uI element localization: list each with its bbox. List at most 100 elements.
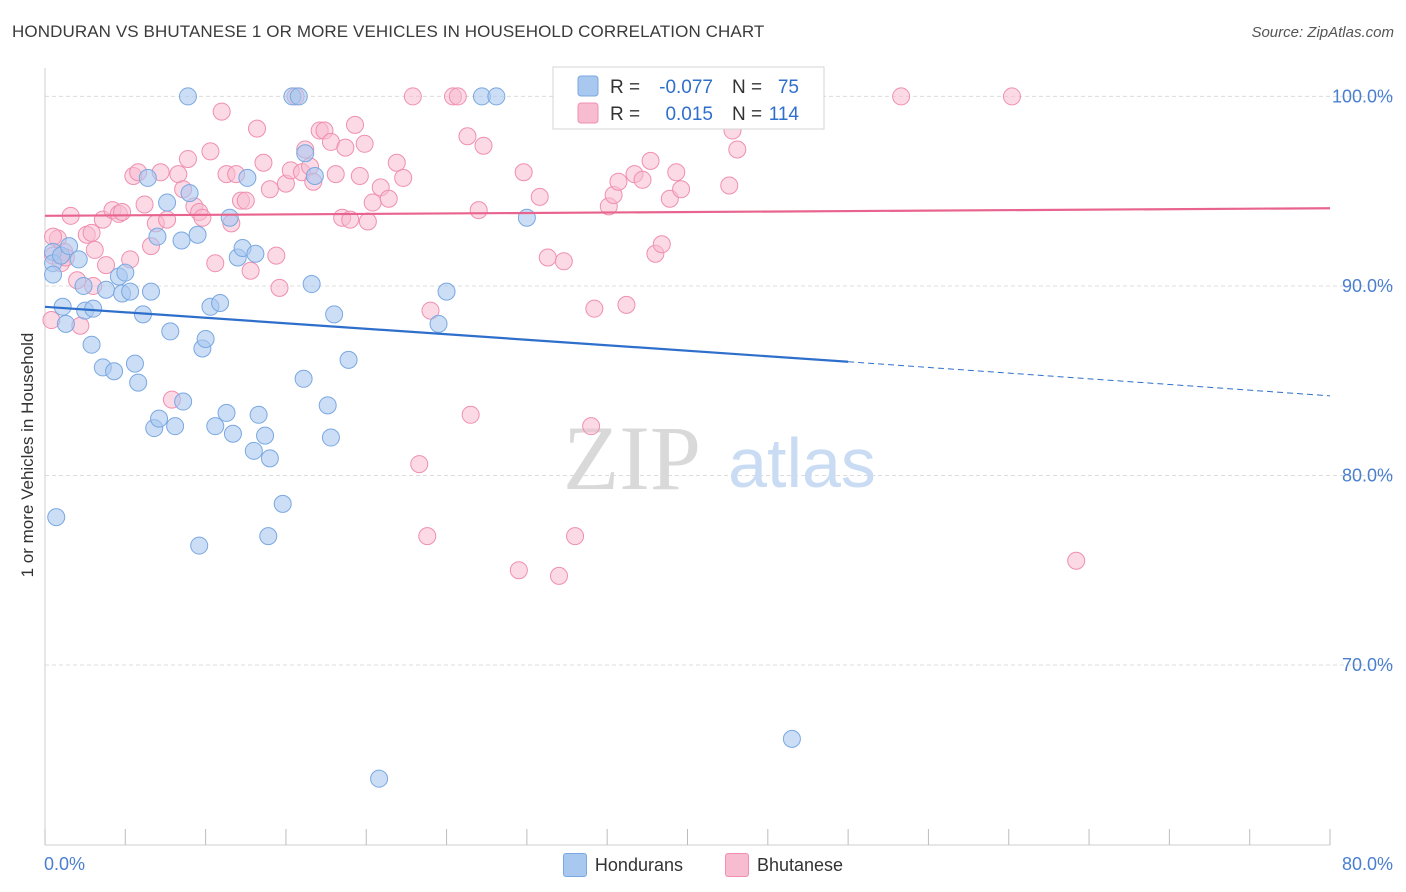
bhutanese-point — [667, 163, 686, 182]
honduran-point — [158, 193, 177, 212]
y-axis-label: 1 or more Vehicles in Household — [18, 332, 37, 578]
bhutanese-point — [672, 180, 691, 199]
bhutanese-point — [550, 566, 568, 585]
bhutanese-point — [530, 187, 549, 206]
bhutanese-point — [248, 119, 267, 138]
bhutanese-point — [336, 138, 355, 157]
bhutanese-point — [254, 153, 273, 172]
bhutanese-point — [728, 140, 747, 159]
honduran-point — [370, 769, 389, 788]
honduran-point — [220, 208, 239, 227]
chart-title: HONDURAN VS BHUTANESE 1 OR MORE VEHICLES… — [12, 22, 765, 41]
legend-n-value-2: 114 — [769, 104, 800, 125]
bhutanese-point — [582, 417, 601, 436]
bhutanese-point — [617, 295, 636, 314]
bhutanese-point — [421, 301, 440, 320]
honduran-point — [223, 424, 242, 443]
bhutanese-point — [341, 210, 360, 229]
honduran-point — [161, 322, 180, 341]
legend-label-bhutanese: Bhutanese — [756, 854, 844, 875]
y-tick-label: 70.0% — [1342, 655, 1393, 675]
honduran-point — [294, 369, 313, 388]
bhutanese-point — [1002, 87, 1021, 106]
stats-legend: R = -0.077 N = 75 R = 0.015 N = 114 — [552, 66, 825, 130]
bhutanese-point — [260, 180, 279, 199]
bhutanese-point — [474, 136, 493, 155]
bhutanese-point — [326, 165, 345, 184]
honduran-point — [180, 184, 199, 203]
honduran-point — [129, 373, 148, 392]
legend-r-value-2: 0.015 — [665, 104, 713, 125]
honduran-point — [259, 527, 278, 546]
bhutanese-point — [135, 195, 154, 214]
honduran-point — [116, 263, 135, 282]
honduran-point — [44, 265, 63, 284]
honduran-point — [56, 314, 75, 333]
honduran-point — [121, 282, 140, 301]
bhutanese-point — [403, 87, 422, 106]
bhutanese-point — [609, 172, 628, 191]
bhutanese-point — [201, 142, 220, 161]
honduran-point — [74, 276, 93, 295]
bhutanese-point — [158, 210, 177, 229]
bhutanese-point — [554, 252, 573, 271]
legend-n-label-1: N = — [732, 77, 762, 98]
bhutanese-point — [509, 561, 528, 580]
bhutanese-point — [720, 176, 739, 195]
bhutanese-point — [85, 240, 104, 259]
bhutanese-point — [178, 149, 197, 168]
bhutanese-point — [394, 168, 413, 187]
honduran-point — [325, 305, 344, 324]
legend-r-label-2: R = — [610, 104, 640, 125]
honduran-point — [105, 362, 124, 381]
honduran-point — [60, 237, 79, 256]
bhutanese-point — [379, 189, 398, 208]
honduran-point — [256, 426, 275, 445]
bhutanese-point — [585, 299, 604, 318]
legend-r-value-1: -0.077 — [659, 77, 713, 98]
honduran-point — [138, 168, 157, 187]
honduran-point — [244, 441, 263, 460]
honduran-point — [305, 167, 324, 186]
bhutanese-point — [363, 193, 382, 212]
bhutanese-point — [566, 527, 585, 546]
honduran-point — [487, 87, 506, 106]
honduran-point — [206, 417, 225, 436]
watermark: ZIP atlas — [563, 407, 876, 509]
y-tick-label: 80.0% — [1342, 465, 1393, 485]
honduran-point — [190, 536, 209, 555]
bhutanese-point — [350, 167, 369, 186]
honduran-point — [339, 350, 358, 369]
x-tick-label-max: 80.0% — [1342, 854, 1393, 874]
honduran-trend-extension — [848, 361, 1331, 397]
legend-r-label-1: R = — [610, 77, 640, 98]
legend-swatch-blue — [577, 75, 599, 97]
bhutanese-point — [270, 278, 289, 297]
axes — [44, 68, 1331, 846]
honduran-point — [217, 403, 236, 422]
bhutanese-point — [410, 455, 429, 474]
honduran-point — [172, 231, 191, 250]
hondurans-points — [44, 87, 801, 788]
bhutanese-point — [44, 227, 63, 246]
bhutanese-point — [641, 151, 660, 170]
honduran-point — [238, 168, 257, 187]
honduran-point — [196, 330, 215, 349]
honduran-point — [69, 250, 88, 269]
bhutanese-point — [469, 201, 488, 220]
honduran-point — [246, 244, 265, 263]
honduran-point — [318, 396, 337, 415]
legend-item-bhutanese: Bhutanese — [724, 853, 844, 877]
bhutanese-point — [418, 527, 437, 546]
y-tick-label: 100.0% — [1332, 86, 1393, 106]
x-tick-label-min: 0.0% — [44, 854, 85, 874]
bhutanese-point — [892, 87, 911, 106]
bhutanese-point — [169, 165, 188, 184]
y-tick-labels: 70.0% 80.0% 90.0% 100.0% — [1332, 86, 1393, 675]
bhutanese-point — [206, 254, 225, 273]
honduran-point — [150, 409, 169, 428]
honduran-trend-line — [44, 305, 849, 363]
honduran-point — [82, 335, 101, 354]
legend-item-hondurans: Hondurans — [562, 853, 683, 877]
honduran-point — [429, 314, 448, 333]
